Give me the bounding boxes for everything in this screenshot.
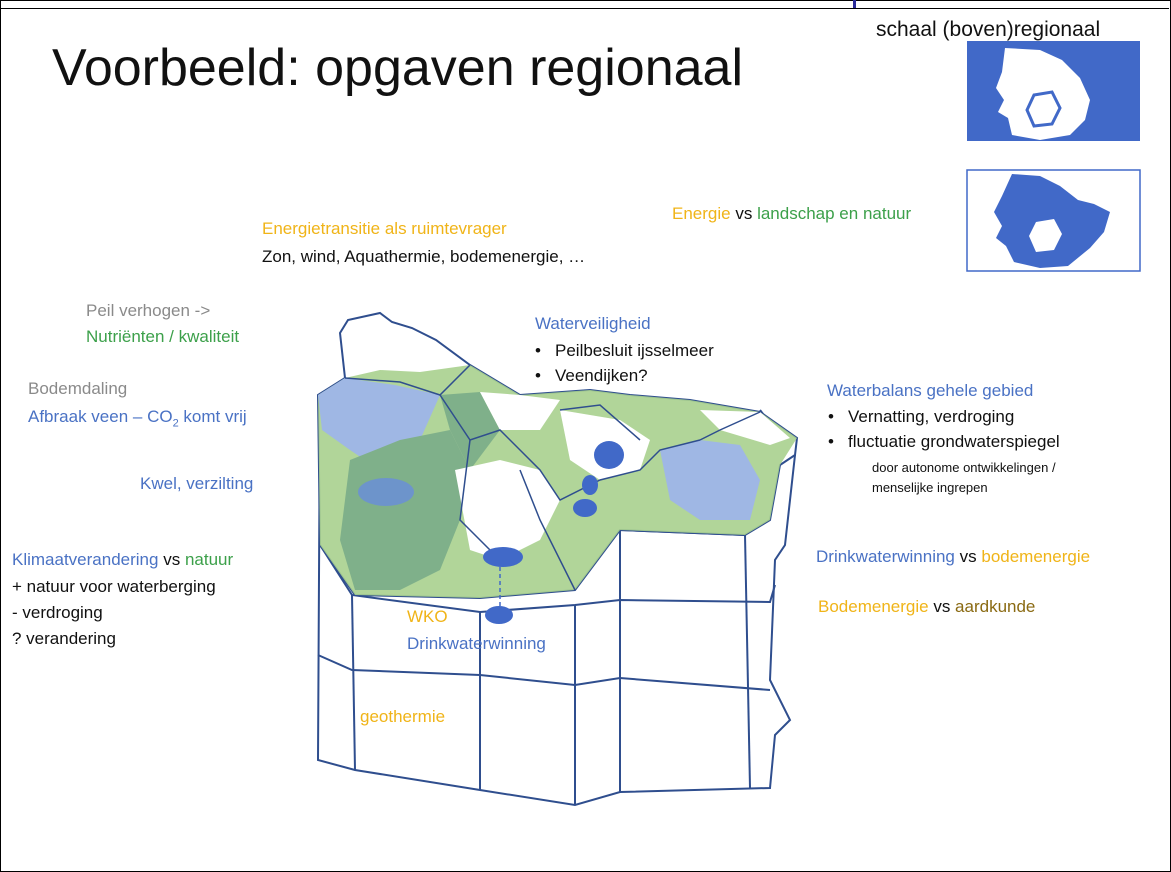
water-markers	[358, 441, 624, 624]
top-bar-marker	[853, 0, 856, 8]
klimaat-heading: Klimaatverandering vs natuur	[12, 550, 234, 569]
klimaat-item: - verdroging	[12, 603, 103, 622]
water-ellipse	[582, 475, 598, 495]
waterbalans-note-line1: door autonome ontwikkelingen /	[872, 460, 1056, 475]
peil-line2: Nutriënten / kwaliteit	[86, 327, 240, 346]
kwel-ellipse	[358, 478, 414, 506]
water-ellipse	[485, 606, 513, 624]
drinkwaterwinning-label: Drinkwaterwinning	[407, 634, 546, 653]
waterbalans-list: Vernatting, verdroging fluctuatie grondw…	[822, 406, 1060, 453]
peil-line1: Peil verhogen ->	[86, 301, 211, 320]
waterbalans-heading: Waterbalans gehele gebied	[827, 381, 1034, 400]
top-bar	[1, 0, 1169, 9]
energietransitie-heading: Energietransitie als ruimtevrager	[262, 219, 507, 238]
list-item: Veendijken?	[529, 365, 714, 387]
drinkwater-vs-bodemenergie: Drinkwaterwinning vs bodemenergie	[816, 547, 1091, 566]
page-title: Voorbeeld: opgaven regionaal	[52, 39, 744, 97]
klimaat-item: ? verandering	[12, 629, 116, 648]
bodemenergie-vs-aardkunde: Bodemenergie vs aardkunde	[818, 597, 1036, 616]
energy-vs-landscape: Energie vs landschap en natuur	[672, 204, 912, 223]
list-item: Peilbesluit ijsselmeer	[529, 340, 714, 362]
scale-thumbnail-local	[966, 169, 1141, 272]
region-boundaries	[344, 364, 761, 591]
geothermie-label: geothermie	[360, 707, 446, 726]
water-ellipse	[594, 441, 624, 469]
scale-label: schaal (boven)regionaal	[876, 18, 1101, 41]
energietransitie-detail: Zon, wind, Aquathermie, bodemenergie, …	[262, 247, 586, 266]
land-use-patches	[318, 365, 797, 598]
water-ellipse	[483, 547, 523, 567]
waterbalans-note-line2: menselijke ingrepen	[872, 480, 988, 495]
kwel-label: Kwel, verzilting	[140, 474, 254, 493]
bodemdaling-heading: Bodemdaling	[28, 379, 128, 398]
list-item: Vernatting, verdroging	[822, 406, 1060, 428]
klimaat-item: + natuur voor waterberging	[12, 577, 216, 596]
scale-thumbnail-regional	[967, 41, 1140, 141]
waterveiligheid-heading: Waterveiligheid	[535, 314, 651, 333]
waterveiligheid-list: Peilbesluit ijsselmeer Veendijken?	[529, 340, 714, 387]
wko-label: WKO	[407, 607, 448, 626]
bodemdaling-detail: Afbraak veen – CO2 komt vrij	[28, 407, 247, 430]
list-item: fluctuatie grondwaterspiegel	[822, 431, 1060, 453]
water-ellipse	[573, 499, 597, 517]
